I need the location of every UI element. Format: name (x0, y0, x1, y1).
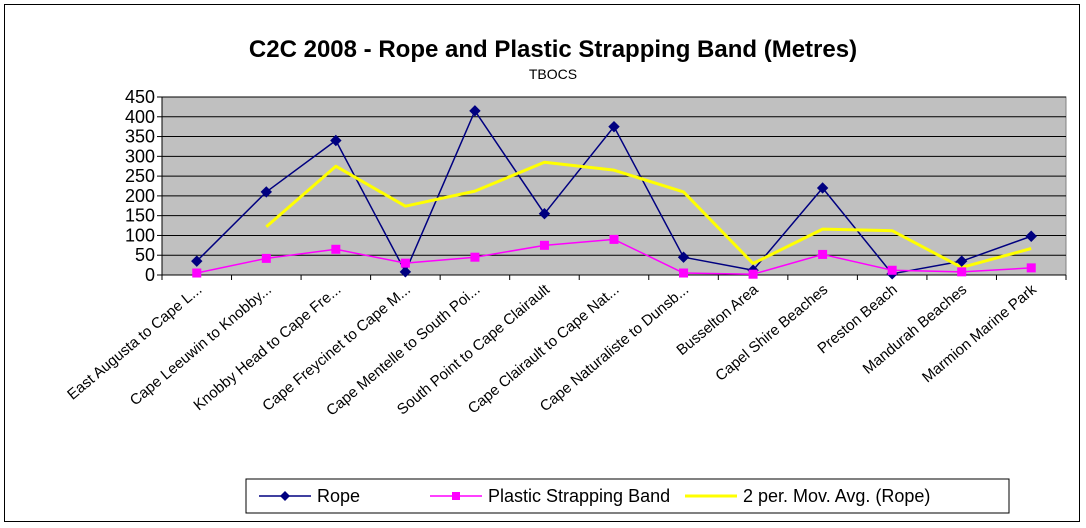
y-tick-label: 100 (125, 225, 155, 245)
y-tick-label: 400 (125, 107, 155, 127)
series-1-point (261, 253, 271, 263)
x-tick-label: Capel Shire Beaches (712, 281, 831, 385)
x-tick-label: Cape Leeuwin to Knobby... (127, 281, 275, 409)
series-0-point (608, 120, 620, 133)
series-0-point (816, 182, 829, 194)
series-1-point (470, 252, 480, 262)
legend-marker (452, 492, 460, 500)
series-0-point (399, 266, 412, 278)
y-tick-label: 200 (125, 186, 155, 206)
series-1-point (957, 267, 967, 277)
series-1-point (400, 258, 410, 268)
chart-frame: C2C 2008 - Rope and Plastic Strapping Ba… (4, 4, 1080, 522)
y-tick-label: 300 (125, 146, 155, 166)
legend-box (245, 478, 1010, 514)
series-0-point (469, 105, 481, 117)
series-0-point (1025, 230, 1037, 242)
y-tick-label: 50 (135, 245, 155, 265)
y-tick-label: 450 (125, 87, 155, 107)
series-1-point (609, 234, 619, 244)
y-tick-label: 350 (125, 127, 155, 147)
series-line-2 (265, 160, 1032, 269)
series-0-point (260, 186, 273, 198)
chart-title: C2C 2008 - Rope and Plastic Strapping Ba… (249, 36, 857, 63)
y-tick-label: 0 (145, 265, 155, 285)
chart-svg: C2C 2008 - Rope and Plastic Strapping Ba… (64, 36, 1067, 514)
series-0-point (191, 255, 203, 267)
y-tick-label: 250 (125, 166, 155, 186)
series-1-point (331, 244, 341, 254)
series-1-point (539, 240, 549, 250)
series-0-point (330, 134, 342, 147)
series-1-point (192, 268, 202, 278)
x-tick-label: Cape Naturaliste to Dunsb... (537, 281, 692, 415)
legend-label: Rope (317, 486, 360, 506)
series-0-point (955, 255, 968, 267)
series-1-point (748, 269, 758, 279)
x-tick-label: East Augusta to Cape L... (64, 281, 205, 403)
series-1-point (679, 268, 689, 278)
x-tick-label: Marmion Marine Park (919, 281, 1040, 387)
legend-label: Plastic Strapping Band (488, 486, 670, 506)
y-tick-label: 150 (125, 206, 155, 226)
series-1-point (887, 265, 897, 275)
legend-label: 2 per. Mov. Avg. (Rope) (743, 486, 930, 506)
series-0-point (677, 251, 690, 263)
series-1-point (818, 249, 828, 259)
legend: Rope Plastic Strapping Band 2 per. Mov. Av… (245, 478, 1010, 514)
series-0-point (538, 207, 551, 220)
chart-subtitle: TBOCS (529, 66, 577, 82)
series-1-point (1026, 263, 1036, 273)
legend-marker (280, 491, 290, 501)
